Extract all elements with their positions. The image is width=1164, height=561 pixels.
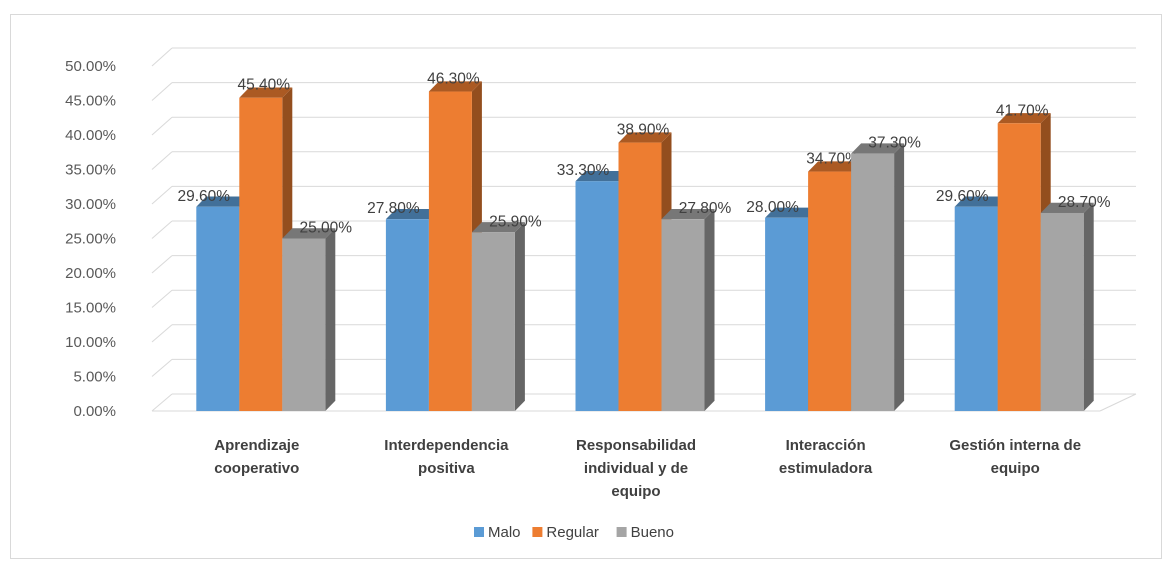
gridline-side [151, 220, 173, 239]
bar-top [282, 228, 336, 239]
category-label: Responsabilidad [576, 437, 696, 454]
y-tick-label: 20.00% [65, 265, 116, 282]
legend-swatch [616, 527, 627, 537]
category-label: estimuladora [779, 460, 873, 477]
bar [196, 206, 240, 411]
gridline-side [151, 324, 173, 343]
y-tick-label: 30.00% [65, 196, 116, 213]
bar [808, 171, 852, 411]
category-label: equipo [611, 483, 660, 500]
data-label: 33.30% [557, 162, 610, 179]
legend-label: Bueno [631, 524, 674, 541]
bar [385, 219, 429, 411]
data-label: 29.60% [936, 188, 989, 205]
legend-label: Malo [488, 524, 521, 541]
category-label: Interdependencia [384, 437, 509, 454]
bar-side [325, 228, 336, 411]
bar-top [575, 171, 629, 182]
data-label: 46.30% [427, 71, 480, 88]
y-tick-label: 40.00% [65, 127, 116, 144]
data-label: 28.00% [746, 199, 799, 216]
category-label: cooperativo [214, 460, 299, 477]
bar [471, 232, 515, 411]
bar [954, 206, 998, 411]
y-tick-label: 50.00% [65, 58, 116, 75]
data-label: 27.80% [679, 200, 732, 217]
bar-top [808, 161, 862, 172]
bar [765, 217, 809, 411]
gridline-side [151, 255, 173, 274]
bar [997, 123, 1041, 412]
gridline-side [151, 82, 173, 101]
category-label: Aprendizaje [214, 437, 299, 454]
bar-top [239, 87, 293, 98]
bar-top [471, 222, 525, 233]
data-label: 27.80% [367, 200, 420, 217]
bar-top [661, 208, 715, 220]
category-label: equipo [991, 460, 1040, 477]
gridline-side [151, 116, 173, 136]
bar-top [954, 196, 1008, 207]
bar [575, 181, 619, 411]
bar-top [618, 132, 672, 143]
bar [428, 91, 472, 411]
bar-top [385, 208, 439, 220]
bar-side [704, 208, 715, 411]
bar-top [851, 143, 905, 154]
category-label: positiva [418, 460, 475, 477]
bar [851, 153, 895, 411]
data-label: 28.70% [1058, 194, 1111, 211]
y-tick-label: 15.00% [65, 300, 116, 317]
data-label: 25.90% [489, 213, 542, 230]
y-tick-label: 5.00% [73, 369, 116, 386]
bar-side [894, 143, 905, 411]
y-tick-label: 25.00% [65, 231, 116, 248]
legend-swatch [532, 527, 543, 537]
y-tick-label: 35.00% [65, 162, 116, 179]
data-label: 38.90% [617, 122, 670, 139]
gridline-side [151, 151, 173, 170]
bar [1040, 212, 1084, 411]
bar-top [997, 113, 1051, 124]
data-label: 25.00% [300, 220, 353, 237]
gridline-side [151, 359, 173, 377]
data-label: 34.70% [806, 151, 859, 168]
bar-side [1083, 202, 1094, 411]
y-tick-label: 45.00% [65, 93, 116, 110]
data-label: 37.30% [868, 135, 921, 152]
gridline-side [151, 186, 173, 205]
data-label: 29.60% [178, 188, 231, 205]
data-label: 45.40% [238, 77, 291, 94]
data-label: 41.70% [996, 102, 1049, 119]
legend-swatch [474, 527, 484, 537]
bar [282, 238, 326, 411]
bar-top [1040, 202, 1094, 213]
bar [661, 219, 705, 411]
gridline-side [151, 47, 173, 67]
category-label: individual y de [584, 460, 688, 477]
bar [618, 142, 662, 411]
bar-top [765, 207, 819, 218]
floor-edge-side [1099, 393, 1137, 412]
bar [239, 97, 283, 412]
bar-top [196, 196, 250, 207]
y-tick-label: 0.00% [73, 403, 116, 420]
category-label: Gestión interna de [949, 437, 1081, 454]
bar-top [428, 81, 482, 92]
gridline-side [151, 289, 173, 308]
bar-side [514, 222, 525, 411]
gridline-side [151, 393, 173, 412]
category-label: Interacción [786, 437, 866, 454]
legend-label: Regular [546, 524, 599, 541]
y-tick-label: 10.00% [65, 334, 116, 351]
